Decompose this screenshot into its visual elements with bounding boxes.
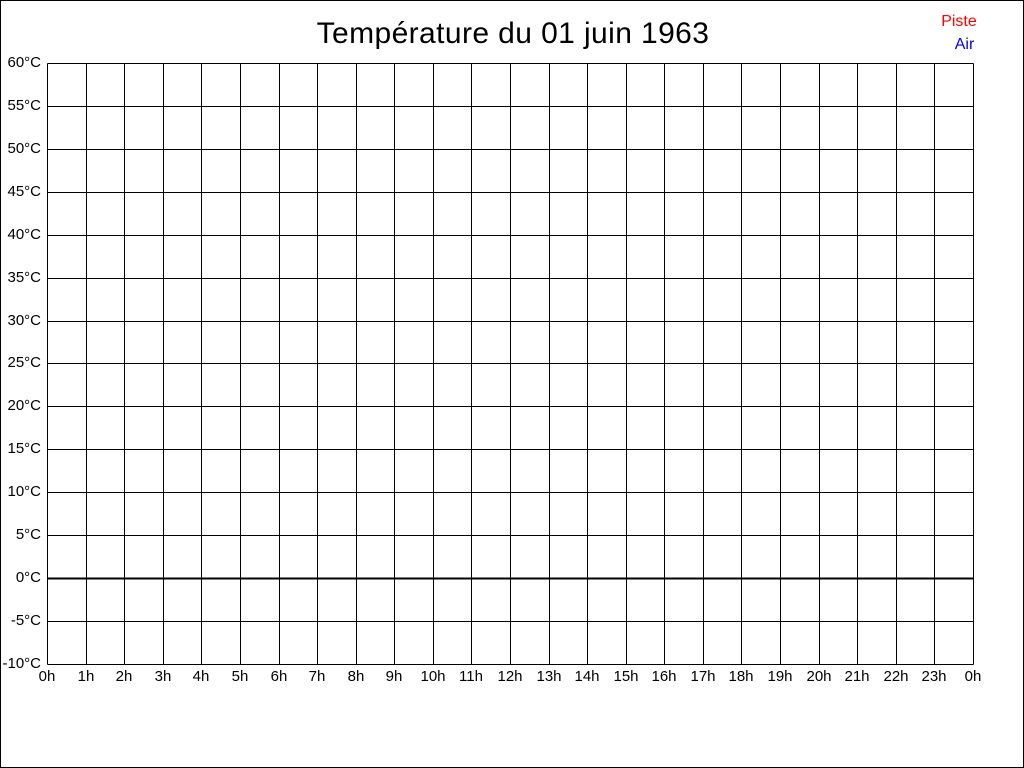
svg-text:55°C: 55°C xyxy=(7,97,41,114)
svg-text:13h: 13h xyxy=(536,668,561,685)
svg-text:2h: 2h xyxy=(116,668,133,685)
svg-text:18h: 18h xyxy=(728,668,753,685)
svg-text:23h: 23h xyxy=(921,668,946,685)
svg-text:15°C: 15°C xyxy=(7,440,41,457)
svg-text:16h: 16h xyxy=(651,668,676,685)
svg-text:20h: 20h xyxy=(806,668,831,685)
svg-text:22h: 22h xyxy=(883,668,908,685)
svg-text:35°C: 35°C xyxy=(7,269,41,286)
svg-text:19h: 19h xyxy=(767,668,792,685)
svg-text:4h: 4h xyxy=(193,668,210,685)
svg-text:1h: 1h xyxy=(78,668,95,685)
svg-text:0h: 0h xyxy=(39,668,56,685)
svg-text:20°C: 20°C xyxy=(7,397,41,414)
svg-text:0°C: 0°C xyxy=(16,569,41,586)
svg-text:50°C: 50°C xyxy=(7,140,41,157)
svg-text:5°C: 5°C xyxy=(16,526,41,543)
svg-text:0h: 0h xyxy=(965,668,982,685)
svg-text:40°C: 40°C xyxy=(7,226,41,243)
svg-text:-5°C: -5°C xyxy=(11,612,41,629)
svg-text:14h: 14h xyxy=(574,668,599,685)
svg-text:6h: 6h xyxy=(271,668,288,685)
svg-text:12h: 12h xyxy=(497,668,522,685)
svg-text:10°C: 10°C xyxy=(7,483,41,500)
svg-text:11h: 11h xyxy=(459,668,483,685)
svg-text:9h: 9h xyxy=(386,668,403,685)
svg-text:45°C: 45°C xyxy=(7,183,41,200)
svg-text:17h: 17h xyxy=(690,668,715,685)
svg-text:7h: 7h xyxy=(309,668,326,685)
svg-text:10h: 10h xyxy=(420,668,445,685)
svg-text:30°C: 30°C xyxy=(7,312,41,329)
svg-text:-10°C: -10°C xyxy=(2,655,41,672)
svg-text:21h: 21h xyxy=(844,668,869,685)
svg-text:60°C: 60°C xyxy=(7,54,41,71)
svg-text:25°C: 25°C xyxy=(7,354,41,371)
svg-text:8h: 8h xyxy=(348,668,365,685)
svg-text:3h: 3h xyxy=(155,668,172,685)
svg-text:5h: 5h xyxy=(232,668,249,685)
svg-text:15h: 15h xyxy=(613,668,638,685)
